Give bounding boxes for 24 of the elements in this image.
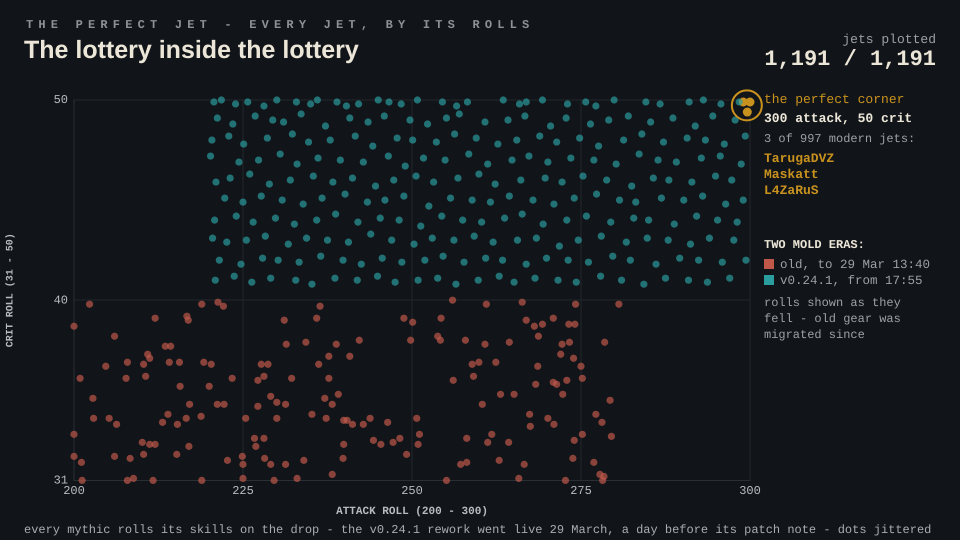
y-tick-label: 50 bbox=[54, 93, 68, 108]
chart-title: The lottery inside the lottery bbox=[24, 36, 359, 65]
text: every mythic rolls its skills on the drop - the v0.24.1 rework went live 29 March, a day before its patch note - dots jittered bbox=[24, 523, 932, 537]
legend-label: the perfect corner bbox=[764, 92, 906, 108]
text: 1,191 / 1,191 bbox=[764, 47, 936, 72]
legend-title: TWO MOLD ERAS: bbox=[764, 237, 866, 253]
x-tick-label: 225 bbox=[232, 484, 254, 498]
legend-label: v0.24.1, from 17:55 bbox=[779, 273, 924, 289]
text: L4ZaRuS bbox=[764, 183, 820, 199]
legend-label: old, to 29 Mar 13:40 bbox=[779, 257, 932, 273]
x-tick-label: 250 bbox=[401, 484, 423, 498]
chart-subtitle: THE PERFECT JET - EVERY JET, BY ITS ROLLS bbox=[26, 18, 534, 32]
x-axis-title: ATTACK ROLL (200 - 300) bbox=[336, 506, 488, 518]
text: 300 attack, 50 crit bbox=[764, 111, 914, 127]
text: TarugaDVZ bbox=[764, 151, 836, 167]
x-tick-label: 275 bbox=[570, 484, 592, 498]
y-tick-label: 40 bbox=[54, 293, 68, 308]
y-axis-title: CRIT ROLL (31 - 50) bbox=[4, 233, 17, 348]
text: jets plotted bbox=[841, 32, 936, 47]
text: rolls shown as they fell - old gear was migrated since bbox=[764, 295, 902, 343]
text: 3 of 997 modern jets: bbox=[764, 131, 916, 147]
x-tick-label: 200 bbox=[63, 484, 85, 498]
text: Maskatt bbox=[764, 167, 820, 183]
x-tick-label: 300 bbox=[739, 484, 761, 498]
